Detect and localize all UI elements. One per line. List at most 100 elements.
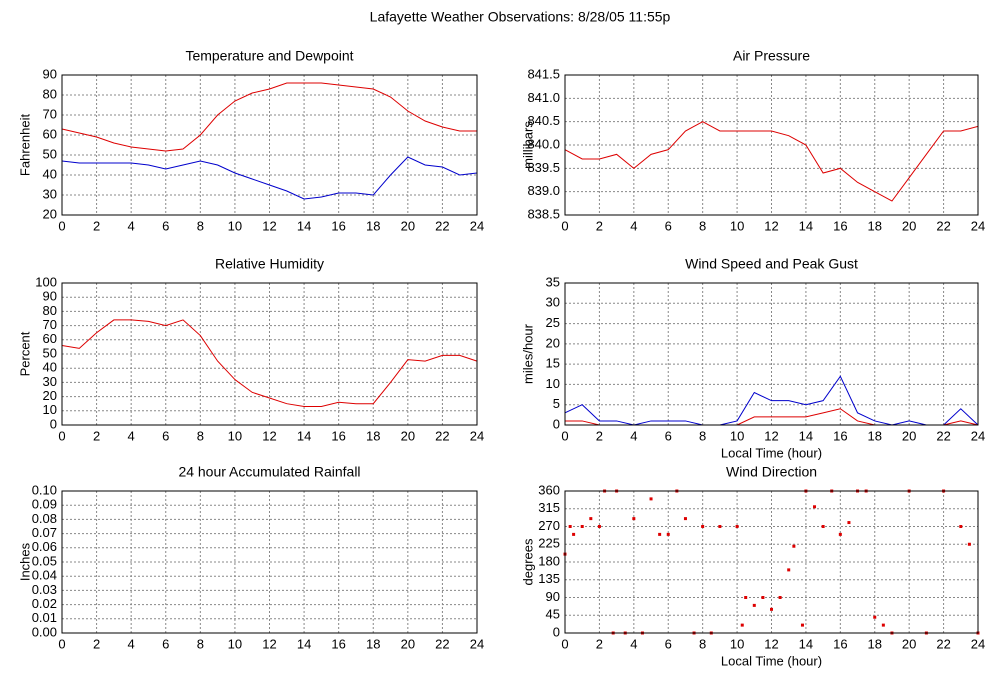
data-line [61, 82, 477, 152]
data-point [683, 517, 687, 521]
y-tick-label: 0 [553, 416, 560, 431]
x-tick-label: 10 [730, 428, 744, 443]
x-tick-label: 16 [331, 428, 345, 443]
x-tick-label: 0 [561, 218, 568, 233]
page-title: Lafayette Weather Observations: 8/28/05 … [370, 9, 671, 25]
x-tick-label: 14 [297, 636, 311, 651]
y-tick-label: 60 [43, 126, 57, 141]
y-tick-label: 0.00 [32, 624, 57, 639]
x-tick-label: 22 [936, 428, 950, 443]
data-point [568, 525, 572, 528]
panel-title: Temperature and Dewpoint [185, 48, 353, 64]
y-tick-label: 20 [43, 206, 57, 221]
y-tick-label: 840.5 [527, 113, 560, 128]
y-tick-label: 0.09 [32, 497, 57, 512]
y-tick-label: 0.02 [32, 596, 57, 611]
x-tick-label: 12 [764, 636, 778, 651]
panel-title: Wind Speed and Peak Gust [685, 256, 858, 272]
y-tick-label: 838.5 [527, 206, 560, 221]
x-tick-label: 16 [833, 428, 847, 443]
x-tick-label: 10 [228, 218, 242, 233]
data-point [740, 623, 744, 627]
x-tick-label: 8 [197, 428, 204, 443]
x-tick-label: 20 [401, 636, 415, 651]
x-tick-label: 18 [868, 218, 882, 233]
y-tick-label: 90 [43, 66, 57, 81]
y-tick-label: 60 [43, 331, 57, 346]
x-tick-label: 10 [730, 218, 744, 233]
x-axis-label: Local Time (hour) [721, 445, 822, 460]
y-tick-label: 80 [43, 86, 57, 101]
y-tick-label: 30 [43, 374, 57, 389]
data-point [718, 525, 722, 528]
x-tick-label: 24 [470, 636, 484, 651]
x-tick-label: 8 [699, 218, 706, 233]
x-tick-label: 6 [162, 636, 169, 651]
data-point [873, 615, 877, 619]
x-tick-label: 4 [128, 218, 135, 233]
y-tick-label: 841.5 [527, 66, 560, 81]
y-tick-label: 180 [538, 553, 560, 568]
y-tick-label: 225 [538, 536, 560, 551]
x-tick-label: 24 [971, 218, 985, 233]
x-tick-label: 24 [971, 428, 985, 443]
data-line [564, 121, 979, 202]
y-tick-label: 0.01 [32, 610, 57, 625]
y-tick-label: 80 [43, 303, 57, 318]
x-tick-label: 0 [58, 636, 65, 651]
y-tick-label: 0 [50, 416, 57, 431]
y-tick-label: 30 [43, 186, 57, 201]
data-point [666, 532, 670, 536]
y-axis-label: Percent [17, 331, 32, 376]
y-tick-label: 30 [546, 295, 560, 310]
x-tick-label: 12 [764, 218, 778, 233]
x-tick-label: 8 [197, 218, 204, 233]
data-point [800, 623, 804, 627]
data-line [61, 156, 478, 200]
data-point [813, 505, 817, 509]
x-tick-label: 4 [630, 428, 637, 443]
data-point [787, 568, 791, 572]
x-tick-label: 22 [435, 218, 449, 233]
x-tick-label: 12 [262, 636, 276, 651]
y-tick-label: 70 [43, 317, 57, 332]
x-tick-label: 14 [799, 636, 813, 651]
x-tick-label: 22 [936, 218, 950, 233]
plot-area [565, 283, 978, 425]
x-tick-label: 4 [128, 428, 135, 443]
data-point [967, 542, 971, 546]
x-tick-label: 4 [630, 636, 637, 651]
x-tick-label: 0 [58, 218, 65, 233]
y-tick-label: 839.0 [527, 183, 560, 198]
y-tick-label: 50 [43, 345, 57, 360]
plot-border [564, 74, 979, 216]
x-tick-label: 10 [228, 428, 242, 443]
y-tick-label: 40 [43, 166, 57, 181]
data-point [792, 544, 796, 548]
x-tick-label: 20 [902, 636, 916, 651]
y-axis-label: millibars [520, 121, 535, 169]
x-tick-label: 16 [833, 218, 847, 233]
x-tick-label: 24 [470, 428, 484, 443]
x-tick-label: 12 [764, 428, 778, 443]
x-tick-label: 18 [868, 636, 882, 651]
x-tick-label: 14 [799, 218, 813, 233]
x-tick-label: 16 [833, 636, 847, 651]
x-tick-label: 4 [630, 218, 637, 233]
y-tick-label: 15 [546, 356, 560, 371]
y-tick-label: 35 [546, 274, 560, 289]
x-tick-label: 0 [561, 636, 568, 651]
y-tick-label: 90 [43, 289, 57, 304]
plot-border [564, 282, 979, 426]
x-tick-label: 6 [665, 218, 672, 233]
x-tick-label: 2 [93, 428, 100, 443]
y-tick-label: 50 [43, 146, 57, 161]
y-tick-label: 840.0 [527, 136, 560, 151]
y-tick-label: 315 [538, 500, 560, 515]
x-tick-label: 2 [596, 636, 603, 651]
data-point [761, 596, 765, 599]
x-tick-label: 8 [699, 636, 706, 651]
x-tick-label: 20 [401, 428, 415, 443]
data-point [649, 497, 653, 501]
